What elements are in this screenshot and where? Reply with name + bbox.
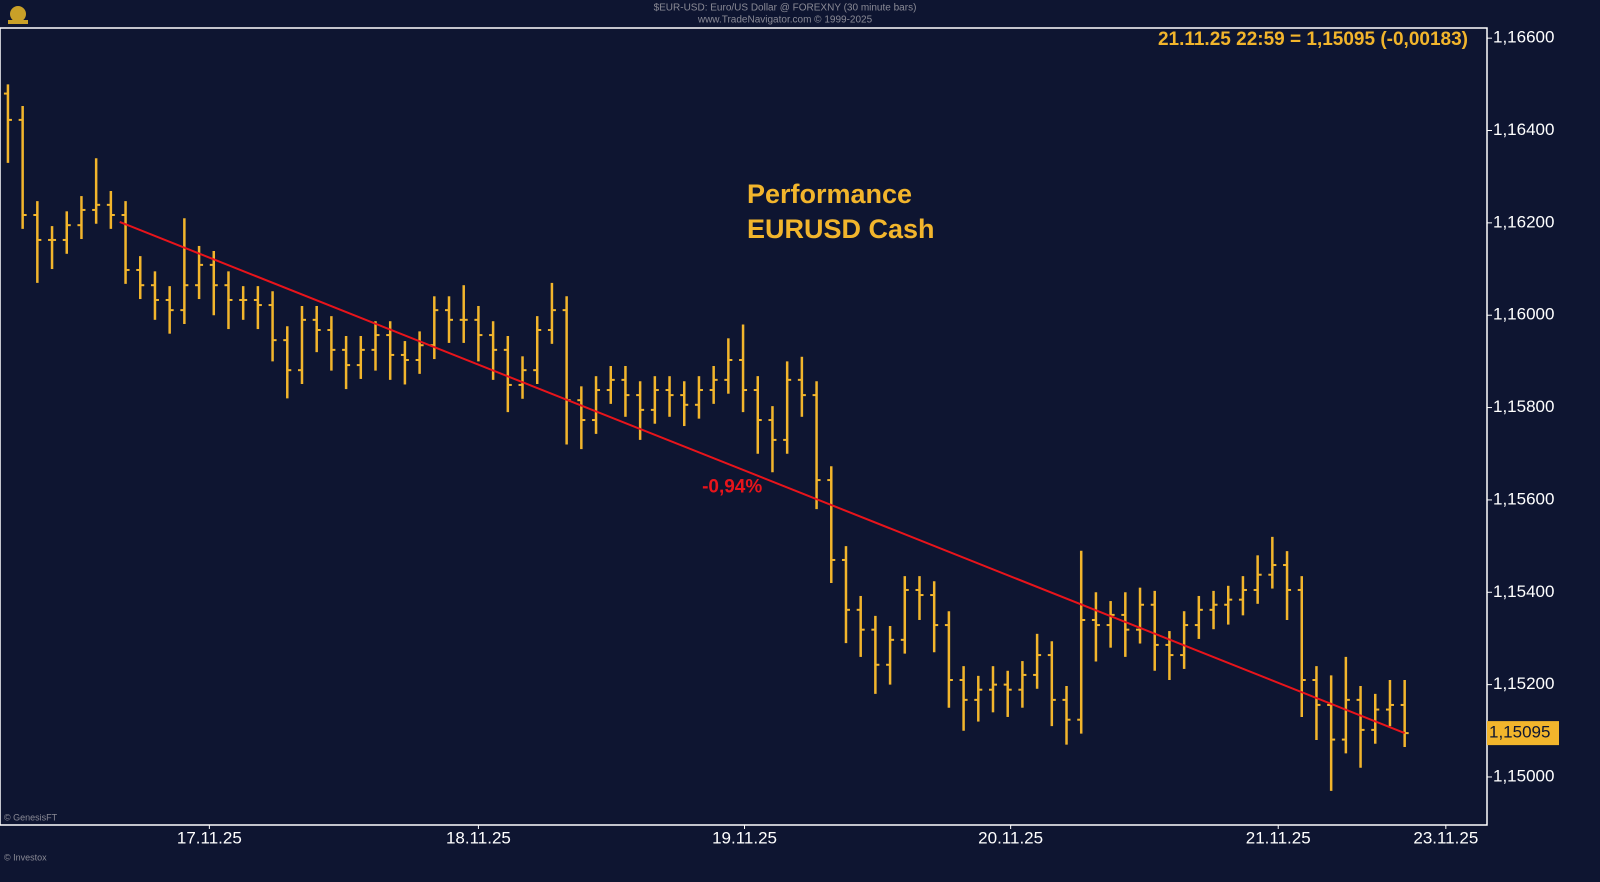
logo (8, 6, 28, 24)
x-tick-label: 20.11.25 (978, 828, 1043, 847)
annotation: EURUSD Cash (747, 214, 935, 244)
y-tick-label: 1,15000 (1493, 766, 1554, 785)
x-tick-label: 21.11.25 (1246, 828, 1311, 847)
trend-label: -0,94% (702, 477, 762, 498)
header-line: $EUR-USD: Euro/US Dollar @ FOREXNY (30 m… (654, 3, 917, 14)
x-tick-label: 19.11.25 (712, 828, 777, 847)
copyright: © GenesisFT (4, 812, 58, 822)
y-tick-label: 1,15800 (1493, 397, 1554, 416)
annotation: Performance (747, 179, 912, 209)
y-tick-label: 1,15600 (1493, 489, 1554, 508)
y-tick-label: 1,16200 (1493, 212, 1554, 231)
x-tick-label: 18.11.25 (446, 828, 511, 847)
y-tick-label: 1,16000 (1493, 305, 1554, 324)
last-price-box (1487, 721, 1559, 746)
copyright: © Investox (4, 852, 47, 862)
y-tick-label: 1,16400 (1493, 120, 1554, 139)
x-tick-label: 23.11.25 (1413, 828, 1478, 847)
header-line: www.TradeNavigator.com © 1999-2025 (697, 15, 873, 26)
trend-line (119, 221, 1406, 735)
status: 21.11.25 22:59 = 1,15095 (-0,00183) (1158, 29, 1468, 50)
last-price-label: 1,15095 (1489, 723, 1550, 742)
plot-frame (0, 27, 1488, 826)
y-tick-label: 1,16600 (1493, 28, 1554, 47)
y-tick-label: 1,15400 (1493, 582, 1554, 601)
y-tick-label: 1,15200 (1493, 674, 1554, 693)
x-tick-label: 17.11.25 (177, 828, 242, 847)
